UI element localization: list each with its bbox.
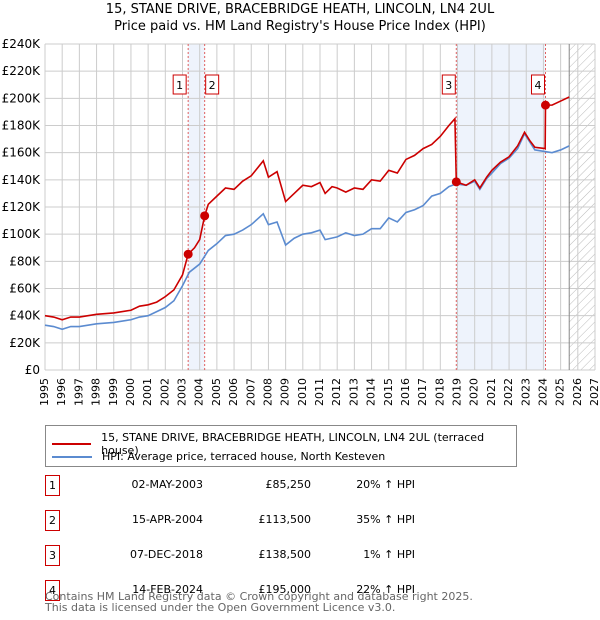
x-tick-label: 2003: [176, 378, 189, 406]
x-tick-label: 1996: [55, 378, 68, 406]
x-tick-label: 2009: [279, 378, 292, 406]
x-tick-label: 2006: [227, 378, 240, 406]
y-tick-label: £0: [25, 363, 40, 377]
legend-swatch-hpi: [52, 455, 92, 458]
x-tick-label: 2012: [330, 378, 343, 406]
sale-hpi-change: 20% ↑ HPI: [356, 478, 415, 491]
sale-label: 3: [445, 79, 452, 92]
y-tick-label: £40K: [9, 309, 41, 323]
sale-price: £85,250: [265, 478, 312, 491]
sale-number: 4: [45, 580, 60, 601]
x-tick-label: 2010: [296, 378, 309, 406]
x-tick-label: 2007: [244, 378, 257, 406]
y-tick-label: £180K: [2, 119, 42, 133]
x-tick-label: 2013: [347, 378, 360, 406]
chart-subtitle: Price paid vs. HM Land Registry's House …: [114, 19, 486, 34]
footer: Contains HM Land Registry data © Crown c…: [45, 591, 473, 613]
price-chart: 1995 1996 1997 1998 1999 2000 2001 2002 2003 2004…: [2, 37, 600, 406]
sales-table-row: 4 14-FEB-2024 £195,000 22% ↑ HPI: [45, 580, 445, 602]
x-tick-label: 1999: [107, 378, 120, 406]
y-tick-label: £220K: [2, 64, 42, 78]
x-tick-label: 2027: [588, 378, 600, 406]
x-tick-label: 2015: [382, 378, 395, 406]
sale-point: [541, 100, 550, 110]
x-tick-label: 2001: [141, 378, 154, 406]
sale-label-box: [531, 74, 545, 95]
legend-label-hpi: HPI: Average price, terraced house, Nort…: [102, 450, 386, 463]
hpi-line: [44, 131, 570, 331]
x-tick-label: 2021: [485, 378, 498, 406]
x-tick-label: 2000: [124, 378, 137, 406]
x-tick-label: 2014: [365, 378, 378, 406]
sale-label-box: [205, 74, 220, 95]
legend-swatch-property: [52, 443, 92, 445]
y-tick-label: £200K: [2, 91, 42, 105]
x-tick-label: 1997: [72, 378, 85, 406]
sale-label: 2: [209, 79, 216, 92]
x-tick-label: 2023: [519, 378, 532, 406]
x-tick-label: 2022: [502, 378, 515, 406]
legend-label-property: 15, STANE DRIVE, BRACEBRIDGE HEATH, LINC…: [101, 431, 485, 457]
sale-date: 02-MAY-2003: [131, 478, 203, 491]
y-tick-label: £120K: [2, 200, 42, 214]
footer-licence: This data is licensed under the Open Gov…: [45, 601, 396, 614]
x-tick-label: 2025: [554, 378, 567, 406]
sale-point: [183, 249, 193, 259]
x-tick-label: 2024: [536, 378, 549, 406]
sale-hpi-change: 22% ↑ HPI: [356, 583, 415, 596]
property-price-line: [44, 96, 570, 321]
sales-table-row: 3 07-DEC-2018 £138,500 1% ↑ HPI: [45, 545, 445, 567]
sale-number: 2: [45, 510, 60, 531]
x-tick-label: 2017: [416, 378, 429, 406]
footer-copyright: Contains HM Land Registry data © Crown c…: [45, 590, 473, 603]
sale-point: [200, 211, 210, 221]
sale-label: 4: [535, 79, 542, 92]
y-tick-label: £240K: [2, 37, 42, 51]
legend: 15, STANE DRIVE, BRACEBRIDGE HEATH, LINC…: [45, 425, 517, 467]
chart-title: 15, STANE DRIVE, BRACEBRIDGE HEATH, LINC…: [105, 2, 495, 17]
x-tick-label: 2018: [433, 378, 446, 406]
x-tick-label: 2004: [193, 378, 206, 406]
sale-label-box: [441, 74, 456, 95]
sale-hpi-change: 1% ↑ HPI: [363, 548, 415, 561]
x-tick-label: 1995: [38, 378, 51, 406]
x-tick-label: 2002: [158, 378, 171, 406]
x-tick-label: 2019: [451, 378, 464, 406]
x-tick-label: 1998: [90, 378, 103, 406]
x-tick-label: 2026: [571, 378, 584, 406]
y-tick-label: £100K: [2, 227, 42, 241]
sales-table-row: 2 15-APR-2004 £113,500 35% ↑ HPI: [45, 510, 445, 532]
sale-price: £113,500: [258, 513, 312, 526]
y-tick-label: £60K: [9, 282, 41, 296]
sale-label: 1: [176, 79, 183, 92]
sale-date: 15-APR-2004: [131, 513, 203, 526]
y-tick-label: £140K: [2, 173, 42, 187]
sale-number: 1: [45, 475, 60, 496]
x-tick-label: 2008: [261, 378, 274, 406]
sale-price: £138,500: [258, 548, 312, 561]
sale-label-box: [172, 74, 187, 95]
x-tick-label: 2005: [210, 378, 223, 406]
sale-hpi-change: 35% ↑ HPI: [356, 513, 415, 526]
sale-price: £195,000: [258, 583, 312, 596]
x-tick-label: 2020: [468, 378, 481, 406]
sale-number: 3: [45, 545, 60, 566]
sales-table-row: 1 02-MAY-2003 £85,250 20% ↑ HPI: [45, 475, 445, 497]
sale-date: 07-DEC-2018: [129, 548, 203, 561]
y-tick-label: £160K: [2, 146, 42, 160]
y-tick-label: £80K: [9, 254, 41, 268]
sale-point: [451, 177, 461, 187]
x-tick-label: 2016: [399, 378, 412, 406]
sale-date: 14-FEB-2024: [132, 583, 203, 596]
x-tick-label: 2011: [313, 378, 326, 406]
y-tick-label: £20K: [9, 336, 41, 350]
